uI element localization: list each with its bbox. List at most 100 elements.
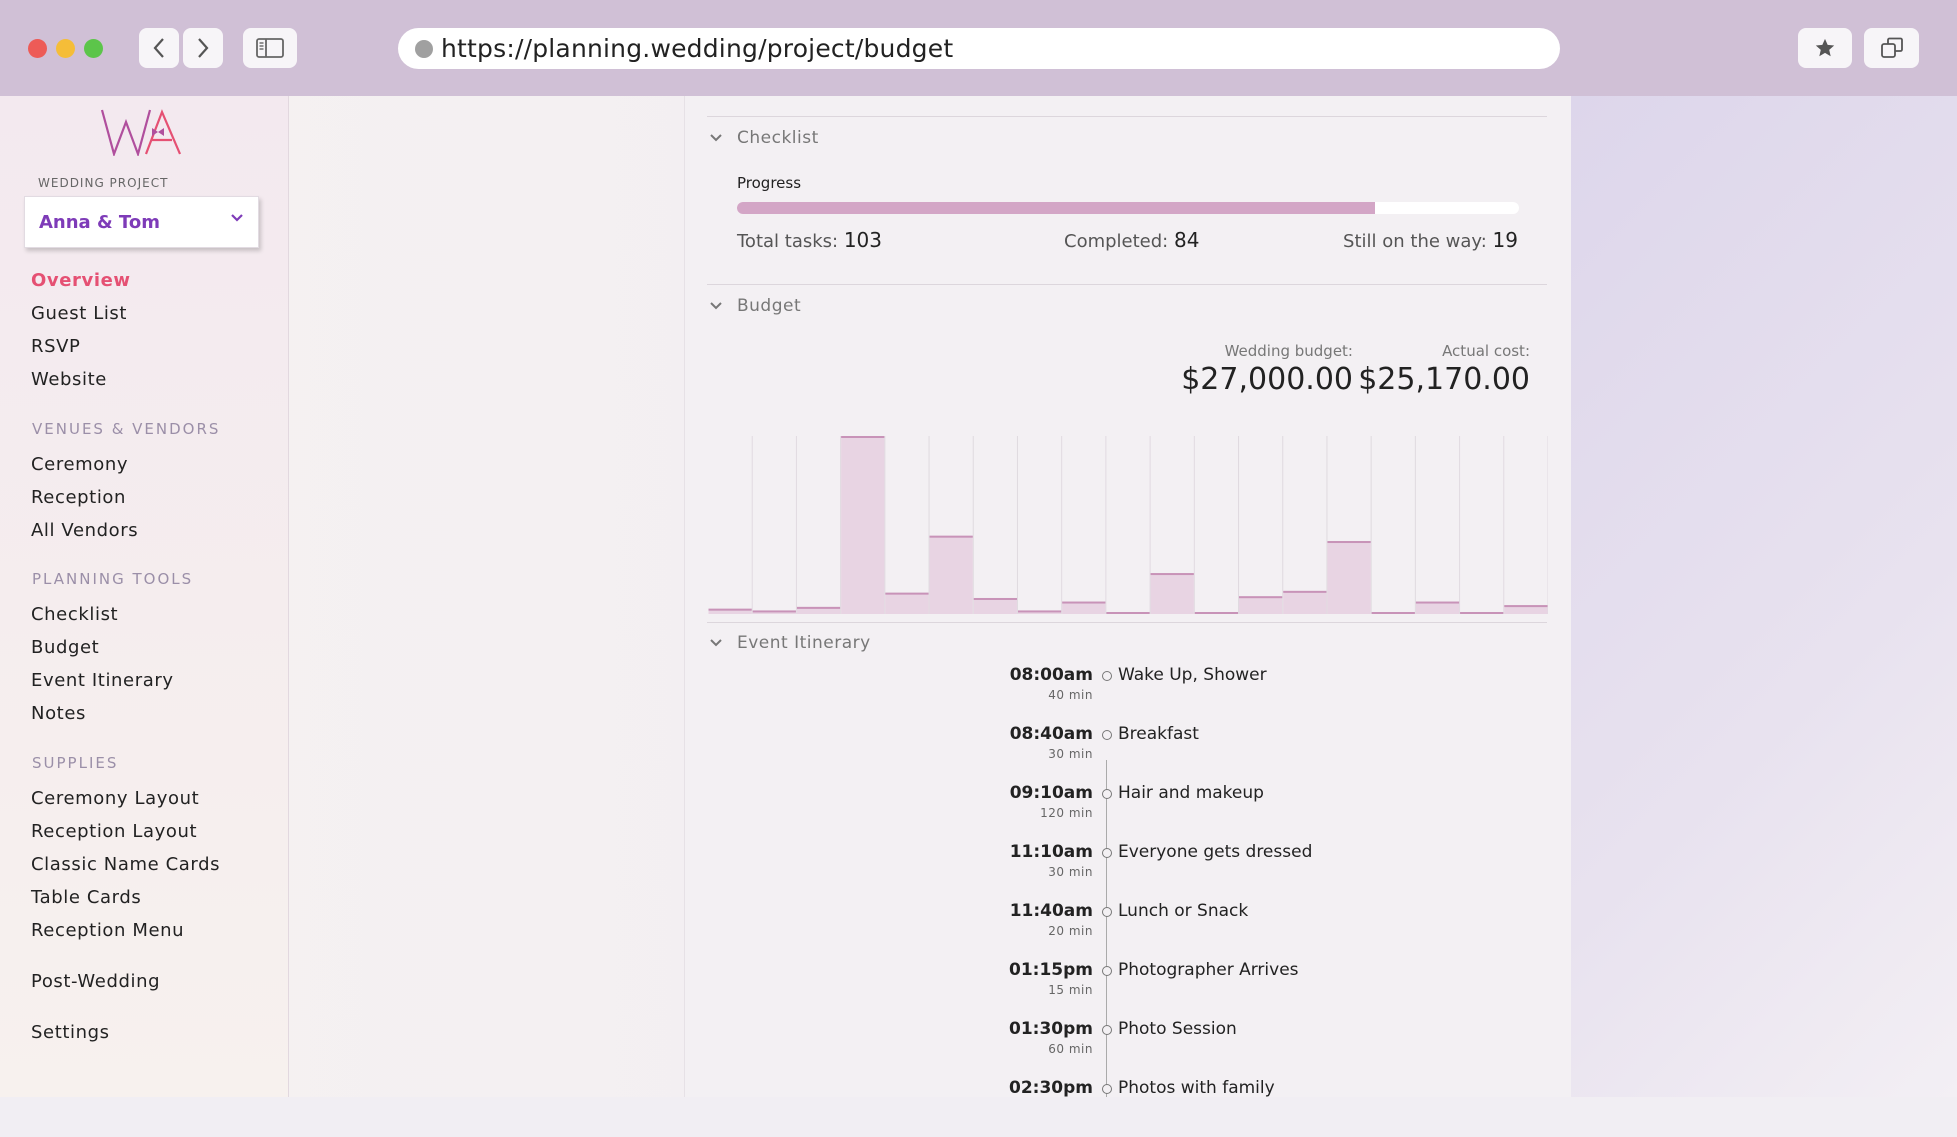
budget-bar[interactable] [1283,590,1327,614]
itinerary-item[interactable]: 08:40am 30 min Breakfast [685,724,1572,783]
timeline-dot [1102,907,1112,917]
budget-bar[interactable] [1150,573,1194,614]
timeline-dot [1102,1084,1112,1094]
url-text: https://planning.wedding/project/budget [441,34,954,63]
divider [707,116,1547,117]
budget-bar[interactable] [929,535,973,614]
itinerary-section-toggle[interactable]: Event Itinerary [709,633,871,653]
project-select[interactable]: Anna & Tom [24,196,259,248]
budget-bar-top [796,606,841,609]
itinerary-item[interactable]: 09:10am 120 min Hair and makeup [685,783,1572,842]
sidebar-item-table-cards[interactable]: Table Cards [31,887,142,908]
budget-bar-top [885,592,929,595]
chevron-right-icon [198,38,209,58]
itinerary-item[interactable]: 01:30pm 60 min Photo Session [685,1019,1572,1078]
itinerary-item[interactable]: 02:30pm Photos with family [685,1078,1572,1137]
budget-bar[interactable] [1239,596,1283,614]
tabs-overview-button[interactable] [1864,28,1919,68]
event-duration: 60 min [1048,1042,1093,1056]
remaining-tasks-value: 19 [1492,228,1518,252]
sidebar-item-all-vendors[interactable]: All Vendors [31,520,139,541]
budget-bar-top [929,535,973,538]
budget-bar-chart [708,436,1548,614]
sidebar-item-rsvp[interactable]: RSVP [31,336,81,357]
budget-bar-top [1415,601,1460,604]
budget-bar-top [1371,612,1415,614]
budget-bar[interactable] [1415,601,1460,614]
sidebar: WEDDING PROJECT Anna & Tom Overview Gues… [0,96,289,1097]
event-time: 11:40am [1009,901,1093,921]
wedding-budget-label: Wedding budget: [1224,342,1353,360]
actual-cost-label: Actual cost: [1442,342,1530,360]
progress-bar [737,202,1519,214]
sidebar-item-post-wedding[interactable]: Post-Wedding [31,971,161,992]
event-name: Hair and makeup [1118,783,1264,803]
budget-bar[interactable] [1062,601,1106,614]
budget-bar-top [1194,612,1239,614]
budget-bar[interactable] [1504,605,1548,614]
site-info-icon[interactable] [415,39,433,58]
itinerary-item[interactable]: 11:10am 30 min Everyone gets dressed [685,842,1572,901]
total-tasks-value: 103 [843,228,883,252]
budget-title: Budget [737,296,802,316]
sidebar-item-classic-name-cards[interactable]: Classic Name Cards [31,854,221,875]
budget-bar[interactable] [885,592,929,614]
project-select-value: Anna & Tom [39,211,160,233]
sidebar-item-overview[interactable]: Overview [31,270,131,291]
sidebar-item-guest-list[interactable]: Guest List [31,303,128,324]
event-name: Lunch or Snack [1118,901,1249,921]
sidebar-toggle-button[interactable] [243,28,297,68]
timeline-dot [1102,848,1112,858]
event-time: 01:30pm [1009,1019,1093,1039]
sidebar-item-notes[interactable]: Notes [31,703,86,724]
back-button[interactable] [139,28,179,68]
sidebar-item-ceremony[interactable]: Ceremony [31,454,129,475]
itinerary-title: Event Itinerary [737,633,871,653]
forward-button[interactable] [183,28,223,68]
event-time: 02:30pm [1009,1078,1093,1098]
budget-bar[interactable] [973,597,1017,614]
budget-bar[interactable] [1327,541,1371,614]
itinerary-item[interactable]: 11:40am 20 min Lunch or Snack [685,901,1572,960]
budget-bar[interactable] [841,436,885,614]
minimize-window-button[interactable] [56,39,75,58]
event-name: Everyone gets dressed [1118,842,1313,862]
event-name: Wake Up, Shower [1118,665,1267,685]
event-name: Breakfast [1118,724,1199,744]
sidebar-item-ceremony-layout[interactable]: Ceremony Layout [31,788,200,809]
chevron-down-icon [710,302,722,310]
budget-bar[interactable] [796,606,841,614]
sidebar-item-settings[interactable]: Settings [31,1022,110,1043]
address-bar[interactable]: https://planning.wedding/project/budget [398,28,1560,69]
copy-window-icon [1880,37,1903,58]
itinerary-item[interactable]: 08:00am 40 min Wake Up, Shower [685,665,1572,724]
sidebar-item-event-itinerary[interactable]: Event Itinerary [31,670,174,691]
total-tasks: Total tasks: 103 [737,228,882,252]
chevron-down-icon [231,214,243,222]
timeline-dot [1102,966,1112,976]
budget-bar-top [1283,590,1327,593]
budget-bar-top [1327,541,1371,544]
event-duration: 30 min [1048,865,1093,879]
timeline-dot [1102,789,1112,799]
sidebar-item-reception-layout[interactable]: Reception Layout [31,821,198,842]
budget-bar-top [1062,601,1106,604]
sidebar-item-reception[interactable]: Reception [31,487,127,508]
close-window-button[interactable] [28,39,47,58]
sidebar-item-budget[interactable]: Budget [31,637,100,658]
sidebar-item-website[interactable]: Website [31,369,107,390]
itinerary-item[interactable]: 01:15pm 15 min Photographer Arrives [685,960,1572,1019]
sidebar-item-checklist[interactable]: Checklist [31,604,119,625]
budget-bar-top [1150,573,1194,576]
checklist-section-toggle[interactable]: Checklist [709,128,819,148]
event-time: 08:40am [1009,724,1093,744]
budget-bar-top [973,597,1017,600]
bookmark-button[interactable] [1798,28,1852,68]
timeline-dot [1102,1025,1112,1035]
maximize-window-button[interactable] [84,39,103,58]
budget-bar-top [1239,596,1283,599]
event-name: Photos with family [1118,1078,1275,1098]
budget-section-toggle[interactable]: Budget [709,296,801,316]
sidebar-item-reception-menu[interactable]: Reception Menu [31,920,185,941]
budget-bar[interactable] [708,608,752,614]
